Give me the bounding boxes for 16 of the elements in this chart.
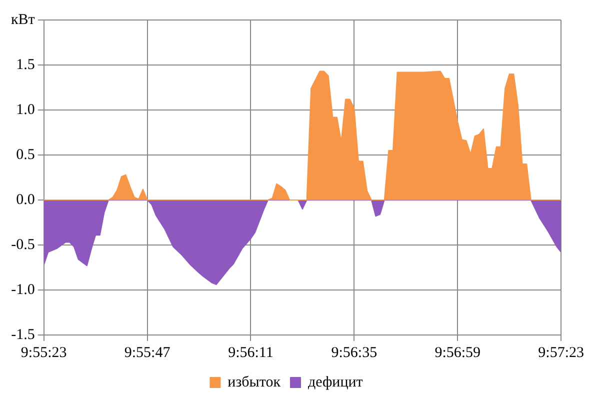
- y-tick-label: кВт: [10, 12, 36, 28]
- x-tick-label: 9:56:35: [331, 344, 378, 361]
- y-tick-label: 1.5: [16, 56, 35, 73]
- x-tick-label: 9:56:59: [434, 344, 481, 361]
- y-tick-label: 0.5: [16, 146, 35, 163]
- x-tick-label: 9:57:23: [538, 344, 584, 361]
- x-tick-label: 9:56:11: [228, 344, 274, 361]
- y-tick-label: 1.0: [16, 102, 35, 118]
- x-tick-label: 9:55:23: [20, 344, 67, 361]
- legend-label: избыток: [228, 374, 282, 390]
- y-tick-label: -1.5: [11, 326, 35, 343]
- x-tick-label: 9:55:47: [124, 344, 171, 361]
- legend-label: дефицит: [308, 374, 364, 390]
- y-tick-label: -0.5: [11, 236, 35, 253]
- y-tick-label: 0.0: [16, 192, 35, 208]
- y-tick-label: -1.0: [11, 282, 35, 298]
